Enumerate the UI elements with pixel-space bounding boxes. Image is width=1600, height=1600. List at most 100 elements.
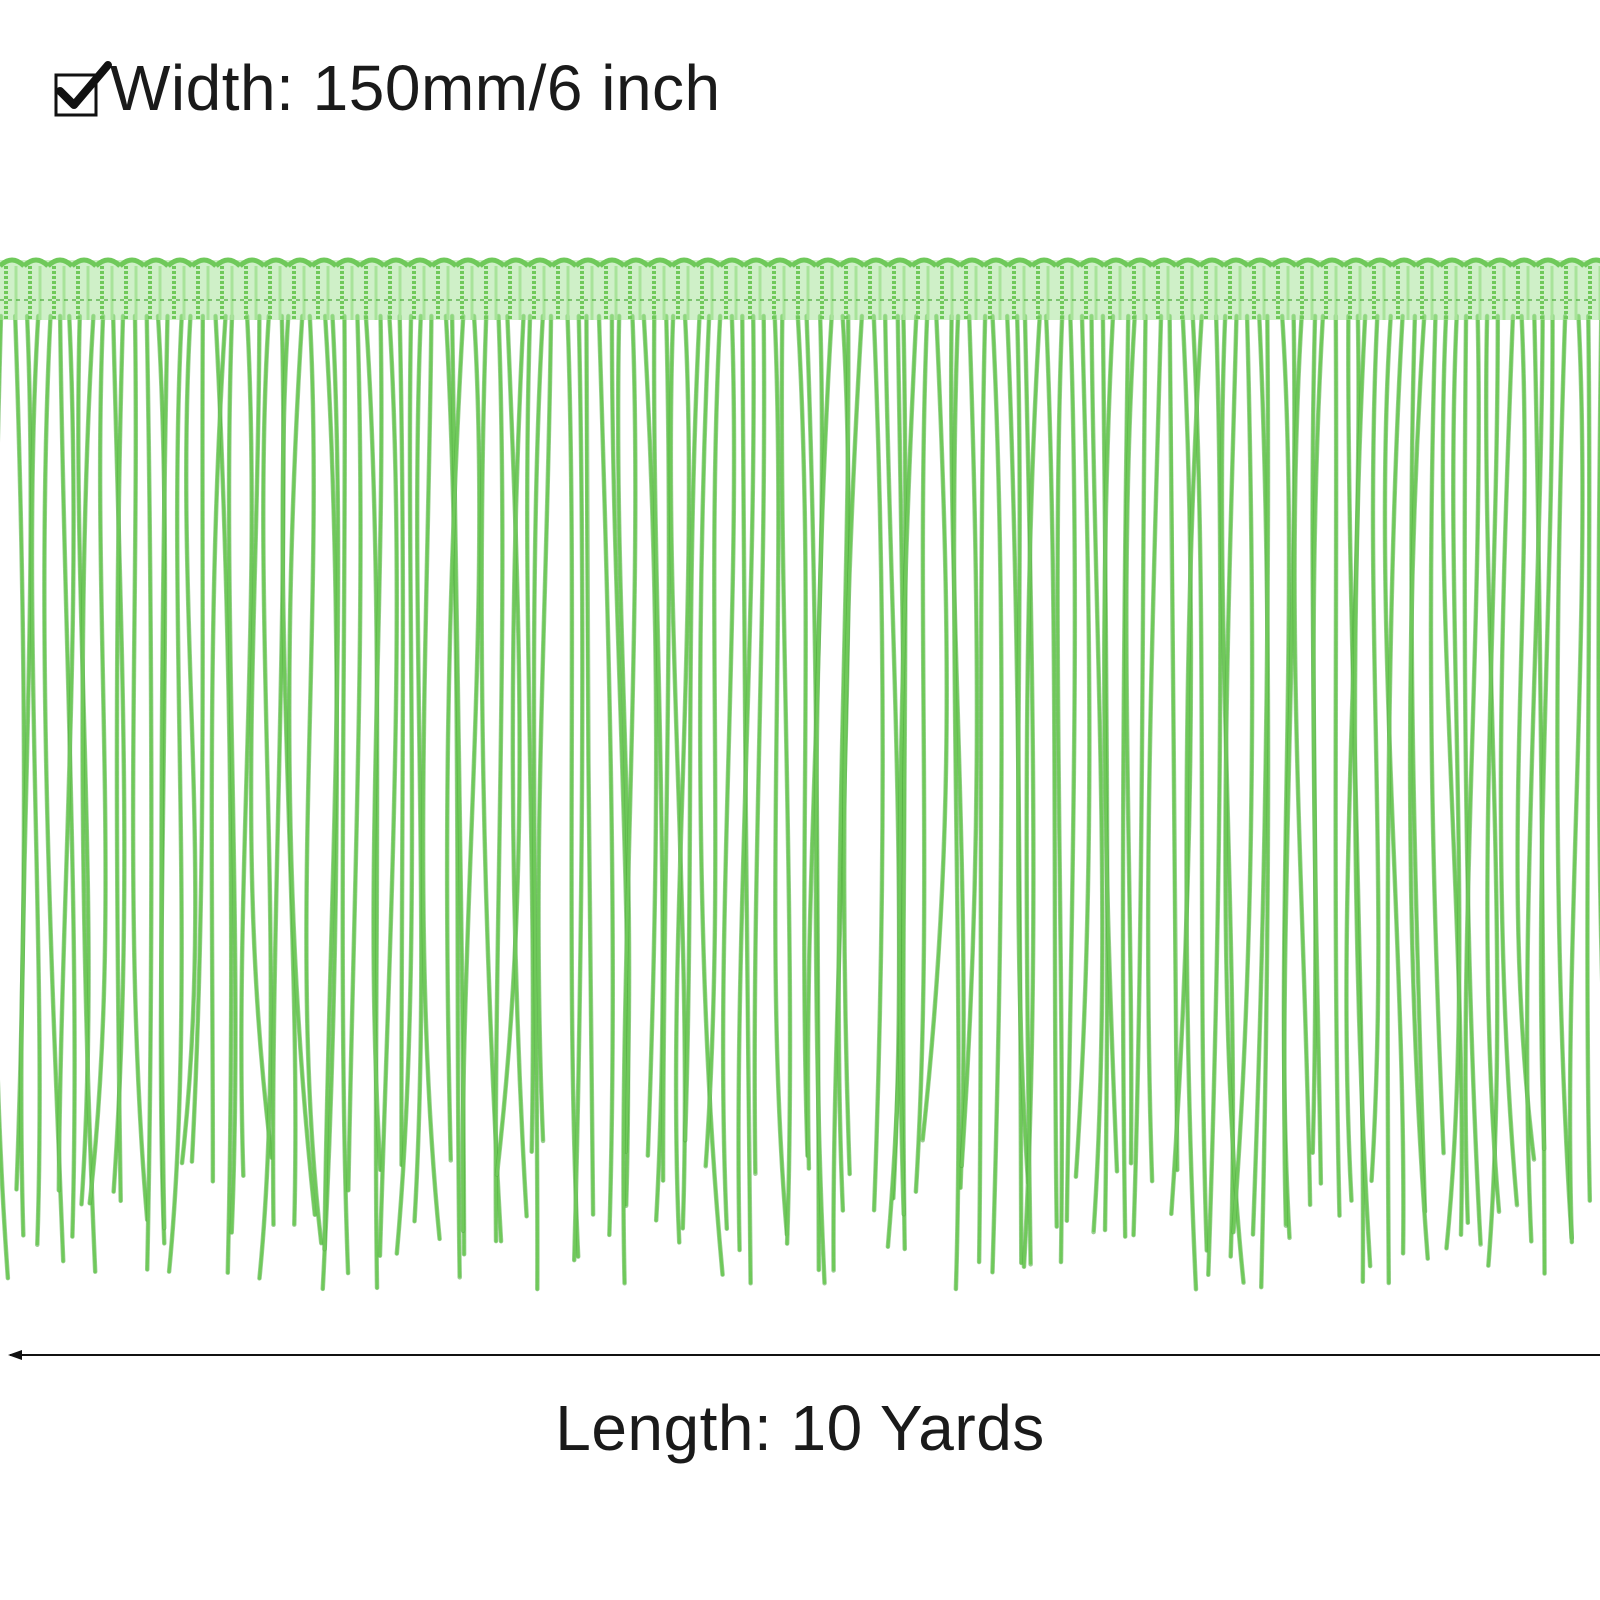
fringe-strand: [1132, 314, 1148, 1237]
fringe-strand: [737, 314, 756, 1252]
fringe-strand: [814, 314, 834, 1285]
fringe-strand: [1429, 314, 1446, 1155]
fringe-strand: [1044, 314, 1059, 1229]
fringe-strand: [460, 313, 482, 1234]
fringe-strand: [773, 314, 789, 1236]
fringe-strand: [1056, 314, 1064, 1264]
fringe-strand: [398, 314, 405, 1167]
fringe-strands: [0, 313, 1600, 1292]
fringe-strand: [249, 314, 274, 1160]
fringe-strand: [1102, 314, 1119, 1173]
fringe-strand: [1464, 314, 1481, 1225]
left-arrow-icon: [8, 1350, 1600, 1360]
fringe-strand: [1370, 314, 1380, 1183]
fringe-strand: [642, 314, 658, 1158]
fringe-strand: [81, 314, 97, 1274]
fringe-strand: [753, 314, 766, 1176]
fringe-strand: [921, 314, 949, 1142]
fringe-strand: [1383, 314, 1405, 1255]
fringe-strand: [1191, 314, 1209, 1252]
fringe-header-band: [0, 257, 1600, 320]
width-label: Width: 150mm/6 inch: [110, 52, 721, 124]
fringe-strand: [837, 314, 850, 1212]
fringe-strand: [304, 314, 323, 1245]
fringe-strand: [960, 314, 979, 1168]
fringe-strand: [584, 314, 595, 1217]
fringe-strand: [597, 314, 615, 1237]
fringe-strand: [1334, 314, 1341, 1218]
fringe-strand: [346, 314, 363, 1192]
fringe-strand: [572, 314, 584, 1262]
fringe-strand: [1124, 314, 1137, 1165]
fringe-strand: [1231, 314, 1254, 1234]
fringe-strand: [395, 314, 414, 1256]
fringe-strand: [1441, 314, 1464, 1237]
fringe-strand: [287, 314, 317, 1217]
fringe-strand: [57, 314, 76, 1192]
fringe-strand: [842, 314, 864, 1176]
fringe-strand: [494, 314, 504, 1243]
fringe-strand: [1025, 314, 1042, 1266]
fringe-strand: [214, 314, 233, 1275]
fringe-strand: [1065, 314, 1077, 1223]
fringe-strand: [1015, 314, 1030, 1185]
fringe-strand: [180, 314, 197, 1165]
fringe-strand: [977, 314, 987, 1264]
fringe-strand: [698, 314, 725, 1277]
fringe-strand: [1499, 314, 1519, 1207]
fringe-strand: [1516, 314, 1536, 1161]
fringe-strand: [1074, 314, 1091, 1179]
fringe-strand: [378, 314, 399, 1258]
fringe-strand: [372, 314, 383, 1172]
fringe-strand: [19, 314, 33, 1237]
fringe-strand: [1223, 314, 1246, 1285]
fringe-strand: [721, 314, 736, 1231]
fringe-strand: [525, 314, 535, 1154]
fringe-strand: [1090, 314, 1104, 1234]
fringe-strand: [1312, 314, 1325, 1185]
fringe-strand: [210, 314, 228, 1183]
fringe-strand: [1121, 314, 1130, 1239]
length-label: Length: 10 Yards: [555, 1392, 1045, 1464]
fringe-strand: [341, 314, 350, 1275]
fringe-strand: [145, 314, 153, 1271]
fringe-strand: [0, 314, 10, 1280]
fringe-strand: [420, 313, 442, 1242]
fringe-strand: [1168, 314, 1179, 1172]
fringe-strand: [872, 314, 885, 1212]
fringe-strand: [131, 314, 149, 1222]
fringe-strand: [257, 314, 273, 1280]
fringe-strand: [323, 314, 340, 1251]
fringe-strand: [1257, 314, 1270, 1289]
fringe-strand: [566, 314, 580, 1259]
fringe-strand: [445, 314, 465, 1162]
fringe-strand: [511, 314, 529, 1218]
fringe-strand: [616, 314, 631, 1154]
fringe-strand: [1568, 314, 1584, 1244]
fringe-strand: [1206, 314, 1222, 1277]
fringe-strand: [1408, 314, 1430, 1261]
fringe-strand: [167, 314, 184, 1274]
fringe-strand: [1485, 314, 1501, 1214]
fringe-strand: [661, 314, 671, 1183]
fringe-strand: [780, 314, 792, 1246]
fringe-strand: [1251, 314, 1270, 1237]
checkbox-checked-icon: [54, 61, 112, 117]
fringe-strand: [413, 314, 423, 1223]
fringe-strand: [190, 314, 205, 1164]
fringe-strand: [1353, 314, 1372, 1268]
fringe-strand: [796, 314, 810, 1158]
fringe-strand: [364, 314, 379, 1290]
fringe-strand: [1169, 314, 1193, 1216]
fringe-trim-image: [0, 257, 1600, 1292]
fringe-strand: [1293, 314, 1312, 1207]
fringe-strand: [683, 314, 702, 1142]
fringe-strand: [949, 314, 966, 1190]
width-spec: Width: 150mm/6 inch: [54, 48, 721, 128]
fringe-strand: [1539, 314, 1555, 1151]
fringe-strand: [621, 314, 637, 1285]
fringe-strand: [1146, 314, 1163, 1183]
fringe-strand: [495, 314, 522, 1177]
fringe-strand: [159, 314, 170, 1230]
fringe-strand: [227, 314, 237, 1235]
